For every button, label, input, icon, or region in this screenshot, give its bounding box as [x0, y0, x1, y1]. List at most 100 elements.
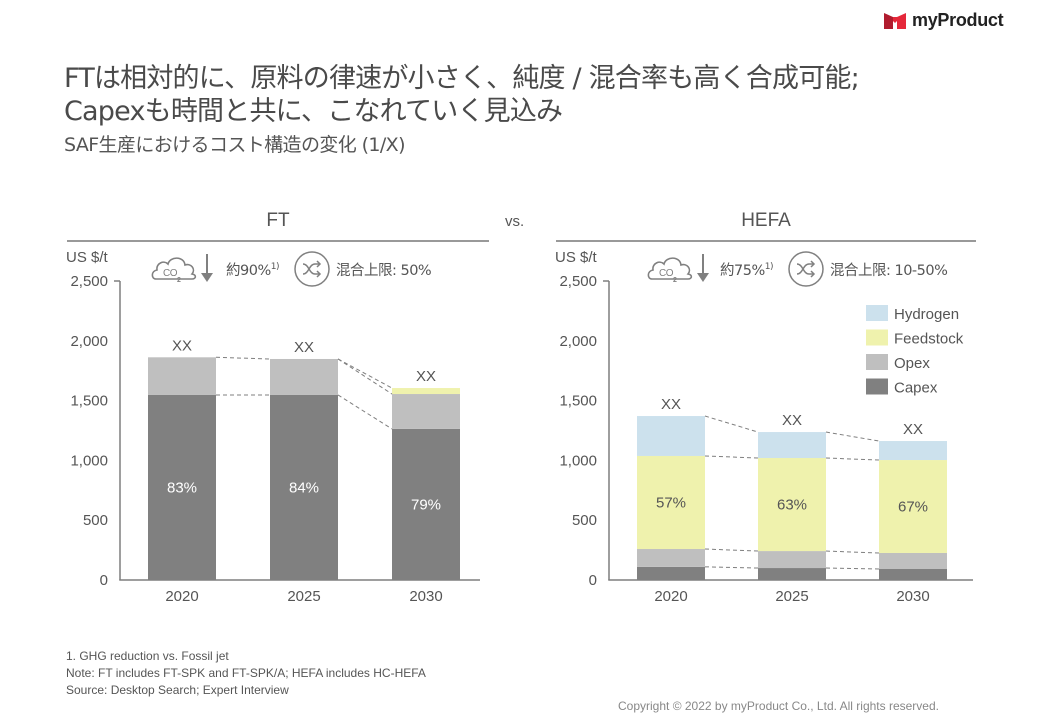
bar-capex-2030: [879, 568, 947, 580]
connector-capex: [825, 567, 880, 570]
legend-swatch-opex: [866, 354, 888, 370]
svg-text:CO: CO: [163, 268, 178, 279]
vs-label: vs.: [505, 213, 525, 230]
title-line-2: Capexも時間と共に、こなれていく見込み: [64, 96, 563, 127]
bar-capex-2020: [637, 566, 705, 580]
bar-opex-2030: [879, 552, 947, 569]
panel-title-hefa: HEFA: [741, 210, 791, 231]
svg-text:2: 2: [177, 277, 181, 284]
bar-hydrogen-2030: [879, 441, 947, 461]
bar-feedstock-2020: [637, 455, 705, 550]
share-label: 83%: [167, 479, 197, 496]
bar-capex-2025: [270, 394, 338, 580]
bar-opex-2030: [392, 394, 460, 429]
co2-reduction-label-ft: 約90%1): [226, 261, 280, 279]
share-label: 63%: [777, 497, 807, 514]
share-label: 57%: [656, 494, 686, 511]
blend-limit-label-hefa: 混合上限: 10-50%: [829, 262, 948, 279]
panel-title-ft: FT: [266, 210, 290, 231]
legend-label-opex: Opex: [894, 355, 930, 372]
footnote-note: Note: FT includes FT-SPK and FT-SPK/A; H…: [66, 666, 426, 680]
connector-feedstock: [337, 358, 393, 389]
svg-text:2: 2: [673, 277, 677, 284]
y-tick-label: 2,000: [559, 333, 597, 350]
y-axis-unit-ft: US $/t: [66, 249, 108, 266]
co2-reduction-label-hefa: 約75%1): [720, 261, 774, 279]
connector-hydrogen: [704, 415, 759, 433]
y-tick-label: 2,500: [70, 273, 108, 290]
y-tick-label: 1,000: [70, 452, 108, 469]
bar-capex-2025: [758, 568, 826, 580]
page-title: FTは相対的に、原料の律速が小さく、純度 / 混合率も高く合成可能; Capex…: [64, 62, 860, 128]
info-row-ft: CO 2 約90%1) 混合上限: 50%: [150, 250, 432, 288]
brand-name: myProduct: [912, 10, 1004, 30]
connector-opex: [704, 548, 759, 552]
footnote-1: 1. GHG reduction vs. Fossil jet: [66, 649, 229, 663]
bar-feedstock-2030: [879, 460, 947, 553]
bar-opex-2020: [637, 549, 705, 567]
bar-opex-2025: [270, 358, 338, 395]
connector-opex: [215, 356, 271, 360]
share-label: 79%: [411, 496, 441, 513]
total-label: XX: [782, 412, 802, 429]
bar-feedstock-2025: [758, 458, 826, 552]
connector-opex: [825, 550, 880, 554]
panel-divider-hefa: [556, 240, 976, 242]
co2-reduction-icon: CO 2: [151, 254, 213, 284]
legend-swatch-feedstock: [866, 329, 888, 346]
total-label: XX: [903, 421, 923, 438]
legend-label-capex: Capex: [894, 380, 938, 397]
y-tick-label: 500: [572, 512, 597, 529]
legend-label-hydrogen: Hydrogen: [894, 306, 959, 323]
bar-hydrogen-2020: [637, 416, 705, 456]
connector-hydrogen: [825, 431, 880, 442]
bar-capex-2030: [392, 428, 460, 580]
title-line-1: FTは相対的に、原料の律速が小さく、純度 / 混合率も高く合成可能;: [64, 63, 860, 94]
shuffle-icon: [294, 251, 330, 287]
y-axis-unit-hefa: US $/t: [555, 249, 597, 266]
y-tick-label: 2,500: [559, 273, 597, 290]
x-tick-label: 2030: [409, 588, 442, 605]
y-tick-label: 2,000: [70, 333, 108, 350]
y-tick-label: 0: [100, 572, 108, 589]
legend-swatch-hydrogen: [866, 305, 888, 321]
brand-mark-icon: [884, 12, 906, 29]
total-label: XX: [416, 368, 436, 385]
share-label: 67%: [898, 499, 928, 516]
brand-logo: myProduct: [884, 10, 1004, 31]
y-tick-label: 1,000: [559, 452, 597, 469]
x-tick-label: 2025: [775, 588, 808, 605]
x-tick-label: 2020: [165, 588, 198, 605]
total-label: XX: [172, 337, 192, 354]
share-label: 84%: [289, 479, 319, 496]
x-tick-label: 2020: [654, 588, 687, 605]
x-tick-label: 2030: [896, 588, 929, 605]
bar-opex-2020: [148, 357, 216, 395]
panel-divider-ft: [67, 240, 489, 242]
connector-feedstock: [825, 457, 880, 461]
bar-feedstock-2030: [392, 388, 460, 395]
bar-hydrogen-2025: [758, 432, 826, 459]
connector-capex: [337, 394, 393, 430]
bar-opex-2025: [758, 551, 826, 569]
page-subtitle: SAF生産におけるコスト構造の変化 (1/X): [64, 134, 406, 156]
y-tick-label: 0: [589, 572, 597, 589]
blend-limit-label-ft: 混合上限: 50%: [335, 262, 432, 279]
connector-capex: [704, 566, 759, 569]
footnotes: 1. GHG reduction vs. Fossil jet Note: FT…: [66, 648, 426, 699]
y-tick-label: 1,500: [559, 393, 597, 410]
legend-swatch-capex: [866, 378, 888, 395]
svg-text:CO: CO: [659, 268, 674, 279]
bar-capex-2020: [148, 394, 216, 580]
copyright: Copyright © 2022 by myProduct Co., Ltd. …: [618, 699, 939, 713]
shuffle-icon: [788, 251, 824, 287]
co2-reduction-icon: CO 2: [647, 254, 709, 284]
x-tick-label: 2025: [287, 588, 320, 605]
connector-opex: [337, 358, 393, 395]
y-tick-label: 500: [83, 512, 108, 529]
y-tick-label: 1,500: [70, 393, 108, 410]
legend-label-feedstock: Feedstock: [894, 331, 964, 348]
connector-feedstock: [704, 455, 759, 459]
total-label: XX: [294, 339, 314, 356]
